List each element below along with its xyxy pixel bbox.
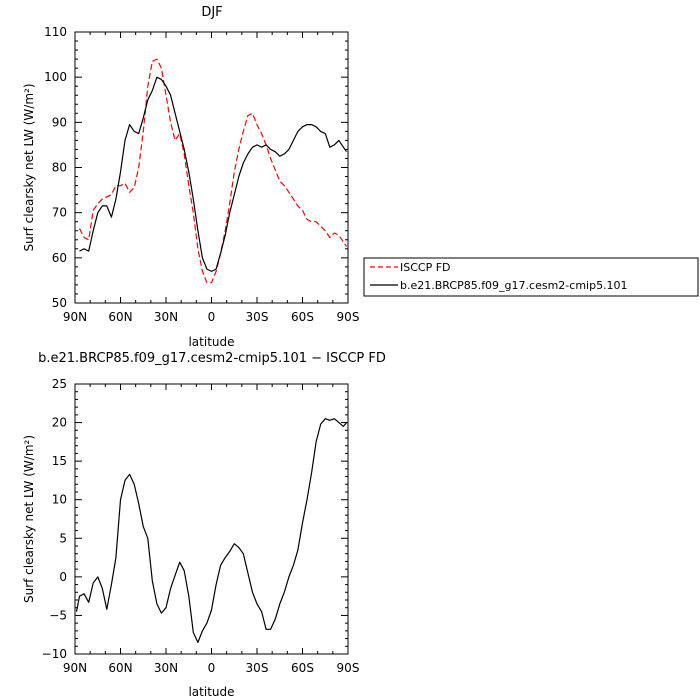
top-x-tick-label: 90S [337,310,360,324]
top-axes-ticks: 90N 60N 30N 0 30S 60S 90S 50 60 70 80 90 100 110 [44,25,359,324]
top-x-tick-label: 90N [63,310,87,324]
top-plot-frame [74,31,349,304]
top-y-axis-label: Surf clearsky net LW (W/m²) [22,83,36,251]
top-x-tick-label: 60N [108,310,132,324]
bottom-series-group [75,418,347,644]
bottom-x-axis-label: latitude [188,685,234,699]
top-x-tick-label: 0 [208,310,216,324]
top-y-tick-label: 90 [52,115,67,129]
top-x-tick-label: 30S [246,310,269,324]
top-y-tick-label: 70 [52,206,67,220]
top-x-axis-label: latitude [188,335,234,349]
top-y-tick-label: 60 [52,251,67,265]
bottom-x-tick-label: 30S [246,661,269,675]
bottom-plot-frame [74,383,349,655]
legend-label-cesm2: b.e21.BRCP85.f09_g17.cesm2-cmip5.101 [400,279,628,292]
bottom-y-tick-label: 5 [59,531,67,545]
top-y-tick-label: 110 [44,25,67,39]
bottom-axes-ticks: 90N 60N 30N 0 30S 60S 90S −10 −5 0 5 10 15 20 25 [42,377,360,675]
top-series-line-0 [78,58,347,284]
legend-box [363,257,699,297]
top-series-group [78,58,347,284]
top-chart-title: DJF [201,5,222,20]
legend: ISCCP FD b.e21.BRCP85.f09_g17.cesm2-cmip… [363,257,699,297]
bottom-y-tick-label: 25 [52,377,67,391]
bottom-x-tick-label: 90N [63,661,87,675]
bottom-panel: b.e21.BRCP85.f09_g17.cesm2-cmip5.101 − I… [22,351,386,699]
top-y-tick-label: 80 [52,161,67,175]
top-x-tick-label: 30N [154,310,178,324]
top-x-tick-label: 60S [291,310,314,324]
top-panel: DJF 90N 60N 30N 0 30S 60S 90S5060708090100110 … [22,5,359,349]
bottom-chart-title: b.e21.BRCP85.f09_g17.cesm2-cmip5.101 − I… [38,351,386,366]
bottom-y-tick-label: 20 [52,416,67,430]
bottom-x-tick-label: 90S [337,661,360,675]
legend-label-isccp: ISCCP FD [400,261,451,274]
bottom-y-tick-label: 15 [52,454,67,468]
top-series-line-1 [79,76,347,272]
bottom-y-axis-label: Surf clearsky net LW (W/m²) [22,435,36,603]
bottom-y-tick-label: 10 [52,493,67,507]
bottom-x-tick-label: 30N [154,661,178,675]
bottom-y-tick-label: 0 [59,570,67,584]
bottom-series-line-0 [75,418,347,644]
bottom-y-tick-label: −5 [49,608,67,622]
bottom-x-tick-label: 60S [291,661,314,675]
bottom-x-tick-label: 0 [208,661,216,675]
top-y-tick-label: 50 [52,296,67,310]
bottom-y-tick-label: −10 [42,647,67,661]
bottom-x-tick-label: 60N [108,661,132,675]
top-y-tick-label: 100 [44,70,67,84]
